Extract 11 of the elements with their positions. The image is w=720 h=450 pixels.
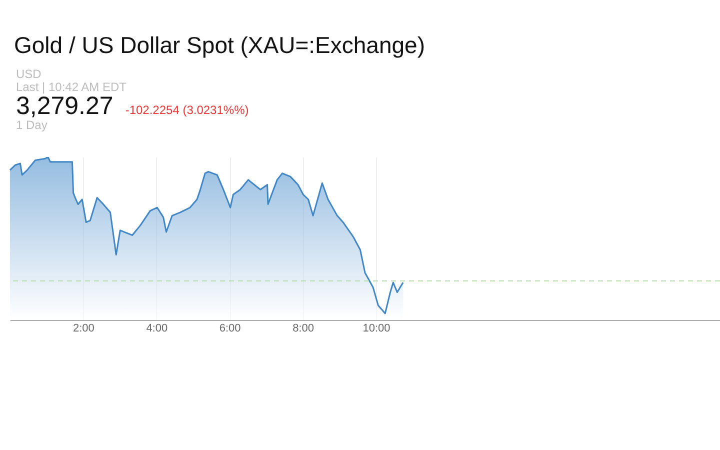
text: 3,279.27 — [16, 92, 114, 120]
x-tick-label: 2:00 — [72, 322, 94, 334]
x-tick-label: 8:00 — [292, 322, 314, 334]
text: Last | 10:42 AM EDT — [16, 80, 128, 94]
x-tick-label: 4:00 — [146, 322, 168, 334]
x-tick-label: 10:00 — [362, 322, 390, 334]
x-tick-label: 6:00 — [219, 322, 241, 334]
text: -102.2254 (3.0231%%) — [125, 103, 249, 117]
chart-title: Gold / US Dollar Spot (XAU=:Exchange) — [14, 32, 425, 59]
text: 1 Day — [16, 118, 48, 132]
text: USD — [16, 67, 42, 81]
